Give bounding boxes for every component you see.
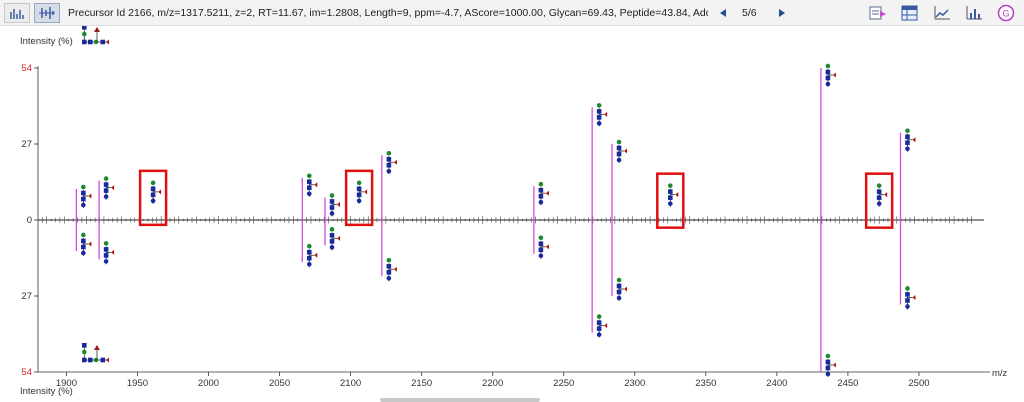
table-button[interactable] (900, 3, 920, 23)
glycan-annotation-icon (538, 181, 550, 206)
page-indicator: 5/6 (742, 6, 757, 19)
glycan-annotation-icon (329, 226, 341, 251)
glycan-annotation-icon (306, 172, 318, 198)
y-tick-label: 54 (21, 367, 32, 378)
bar-chart-icon (966, 6, 982, 20)
triangle-right-icon (778, 8, 785, 17)
highlight-box (656, 172, 685, 229)
glycan-annotation-icon (876, 182, 888, 208)
glycan-annotation-icon (825, 63, 837, 88)
x-tick-label: 1950 (127, 378, 148, 389)
baseline (38, 216, 984, 224)
export-button[interactable] (868, 3, 888, 23)
highlight-box (344, 169, 374, 227)
x-tick-label: 2150 (411, 378, 432, 389)
glycan-annotation-icon (616, 277, 628, 302)
horizontal-scrollbar[interactable] (380, 398, 540, 402)
x-tick-label: 2400 (766, 378, 787, 389)
x-tick-label: 1900 (56, 378, 77, 389)
bar-chart-button[interactable] (964, 3, 984, 23)
glycan-annotation-icon (103, 240, 115, 265)
x-tick-label: 2300 (624, 378, 645, 389)
mirror-spectrum-chart: Intensity (%) Intensity (%) m/z 54270275… (20, 26, 1008, 397)
highlight-box (138, 169, 168, 227)
svg-text:G: G (1003, 9, 1010, 19)
y-axis-ticks: 54 27 0 27 54 (21, 63, 38, 378)
x-tick-label: 2250 (553, 378, 574, 389)
x-tick-label: 2450 (837, 378, 858, 389)
next-button[interactable] (773, 4, 791, 22)
glycan-annotation-icon (596, 102, 608, 127)
glycan-annotation-icon (386, 257, 398, 282)
glycan-annotation-icon (306, 243, 318, 268)
glycan-annotation-icon (904, 127, 916, 153)
y-axis-label-top: Intensity (%) (20, 36, 73, 47)
glycan-annotation-icon (904, 285, 916, 310)
glycan-annotation-icon (80, 184, 92, 209)
prev-button[interactable] (714, 4, 732, 22)
highlight-box (864, 172, 894, 229)
glycan-annotation-icon (150, 180, 162, 205)
x-axis-label: m/z (992, 368, 1008, 379)
y-tick-label: 0 (27, 215, 32, 226)
glycan-annotation-icon (80, 232, 92, 257)
triangle-left-icon (720, 8, 726, 17)
glycan-annotation-icon (616, 139, 628, 164)
glycan-annotation-icon (103, 175, 115, 201)
glycan-annotation-icon (538, 234, 550, 260)
highlight-layer (138, 169, 894, 229)
x-tick-label: 2200 (482, 378, 503, 389)
y-axis-label-bottom: Intensity (%) (20, 386, 73, 397)
peaks-layer (75, 63, 916, 378)
table-icon (901, 5, 918, 21)
glycan-annotation-icon (825, 353, 837, 378)
glycan-structure-icon-bottom (81, 342, 110, 363)
y-tick-label: 27 (21, 139, 32, 150)
y-tick-label: 54 (21, 63, 32, 74)
y-tick-label: 27 (21, 291, 32, 302)
glycan-annotation-icon (356, 180, 368, 205)
export-icon (869, 6, 886, 20)
spectrum-view-button[interactable] (4, 2, 30, 23)
glycan-annotation-icon (667, 182, 679, 208)
x-tick-label: 2500 (908, 378, 929, 389)
mirror-spectrum-icon (39, 6, 55, 19)
precursor-title: Precursor Id 2166, m/z=1317.5211, z=2, R… (68, 6, 708, 19)
x-tick-label: 2050 (269, 378, 290, 389)
spectrum-icon (10, 8, 24, 19)
glycan-logo-icon: G (997, 4, 1015, 22)
toolbar: Precursor Id 2166, m/z=1317.5211, z=2, R… (0, 0, 1024, 26)
line-chart-icon (934, 6, 950, 20)
glycan-annotation-icon (386, 150, 398, 175)
glycan-logo-button[interactable]: G (996, 3, 1016, 23)
glycan-structure-icon-top (81, 26, 110, 45)
x-tick-label: 2350 (695, 378, 716, 389)
glycan-annotation-icon (329, 192, 341, 217)
line-chart-button[interactable] (932, 3, 952, 23)
x-tick-label: 2100 (340, 378, 361, 389)
mirror-view-button[interactable] (34, 2, 60, 23)
x-axis-ticks: 1900 1950 2000 2050 2100 2150 2200 2250 2300 2350… (56, 372, 930, 389)
x-tick-label: 2000 (198, 378, 219, 389)
glycan-annotation-icon (596, 313, 608, 339)
